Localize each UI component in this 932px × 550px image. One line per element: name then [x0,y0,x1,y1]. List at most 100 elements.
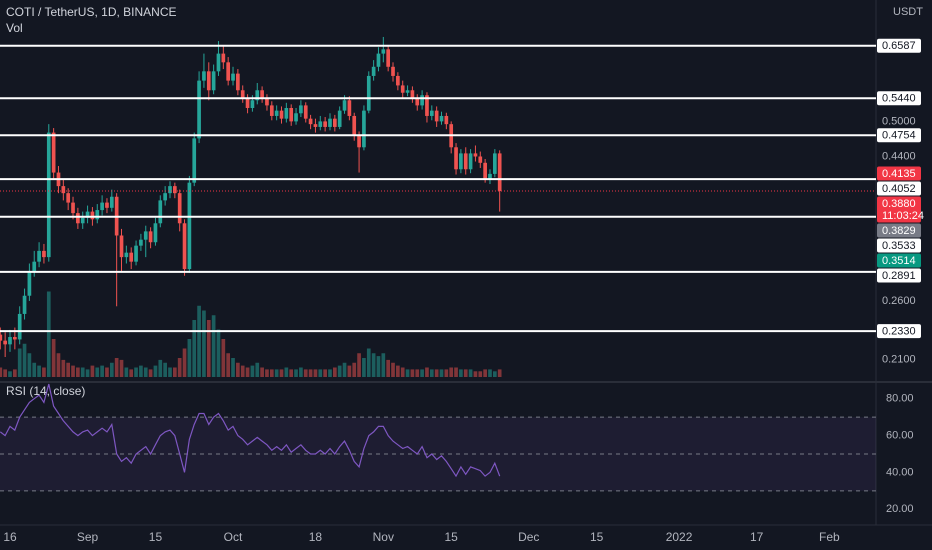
candle-body [231,73,235,81]
candle-body [240,90,245,98]
price-badge [877,128,921,143]
price-badge-label: 0.6587 [882,40,916,52]
candle-body [42,250,46,258]
candle-body [352,115,357,136]
volume-bar [17,348,22,377]
price-badge-label: 0.3880 [882,198,916,210]
volume-bar [434,369,439,377]
volume-bar [206,320,211,377]
price-badge-label: 0.2891 [882,270,916,282]
candle-body [265,97,269,106]
price-badge [877,181,921,196]
volume-bar [245,367,250,377]
candle-body [206,71,211,91]
volume-bar [37,365,41,377]
volume-bar [46,291,51,377]
volume-bar [352,362,357,377]
volume-bar [0,367,3,377]
price-badge [877,38,921,53]
candle-body [255,90,260,101]
volume-bar [172,367,177,377]
candle-body [250,100,255,108]
countdown-label: 11:03:24 [882,210,924,222]
volume-bar [187,339,192,377]
price-badge-label: 0.4052 [882,183,916,195]
chart-title: COTI / TetherUS, 1D, BINANCE [6,5,177,19]
volume-bar [90,365,95,377]
candle-body [478,156,483,163]
volume-bar [27,353,32,377]
candle-body [245,97,250,108]
candle-body [32,261,37,271]
volume-bar [492,371,497,377]
volume-bar [240,365,245,377]
volume-bar [139,365,143,377]
volume-bar [337,365,342,377]
candle-body [459,153,463,170]
volume-bar [323,369,327,377]
volume-bar [100,365,104,377]
candle-body [158,200,163,224]
price-badge [877,91,921,106]
volume-bar [163,362,167,377]
volume-bar [332,367,337,377]
candle-body [366,75,371,111]
price-badge [877,166,921,181]
volume-bar [376,356,381,377]
candle-body [187,182,192,270]
volume-bar [119,359,124,377]
volume-bar [381,353,386,377]
volume-bar [158,359,163,377]
candle-body [386,49,391,67]
candle-body [337,110,342,127]
volume-bar [260,367,264,377]
volume-bar [308,369,313,377]
volume-bar [8,371,12,377]
rsi-tick-label: 60.00 [886,429,914,441]
x-tick-label: 15 [590,530,604,544]
candle-body [468,153,473,170]
candle-body [90,211,95,220]
candle-body [37,250,41,262]
candle-body [303,105,308,119]
x-tick-label: Dec [518,530,539,544]
candle-body [376,53,381,67]
volume-bar [129,369,134,377]
candle-body [168,186,172,194]
volume-bar [294,369,298,377]
volume-bar [347,365,352,377]
candle-body [8,337,12,345]
volume-bar [80,367,85,377]
candle-body [163,193,167,201]
candle-body [177,193,182,224]
candle-body [323,121,327,127]
x-tick-label: Sep [77,530,99,544]
volume-bar [71,365,75,377]
volume-bar [313,369,318,377]
candle-body [434,110,439,122]
volume-bar [425,367,429,377]
candle-body [100,202,104,211]
volume-bar [182,348,187,377]
rsi-line [0,383,501,478]
candle-body [197,80,201,139]
volume-bar [468,369,473,377]
candle-body [420,95,424,106]
candle-body [182,223,187,270]
volume-bar [236,362,240,377]
price-badge-label: 0.3533 [882,240,916,252]
rsi-pane [0,383,876,492]
candle-body [362,110,366,148]
price-badge [877,253,921,268]
price-badge-label: 0.2330 [882,325,916,337]
y-tick-label: 0.2600 [882,295,916,307]
candle-body [3,340,7,345]
volume-bar [192,320,197,377]
candle-body [95,210,100,220]
volume-bar [148,369,153,377]
candle-body [492,153,497,174]
candle-body [328,118,332,127]
candle-body [279,110,284,119]
price-badge [877,196,921,223]
volume-bar [168,367,172,377]
